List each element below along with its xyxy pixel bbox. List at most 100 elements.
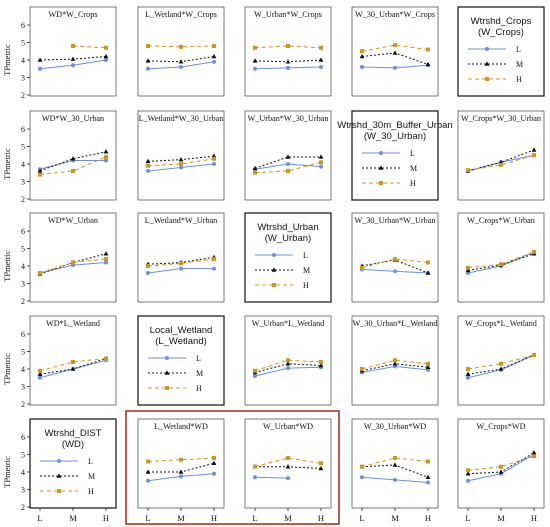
data-point-M [103, 149, 109, 154]
data-point-L [179, 65, 183, 69]
data-point-L [393, 477, 397, 482]
y-tick-label: 3 [21, 74, 25, 83]
data-point-H [286, 44, 290, 48]
legend-panel: Wtrshd_Crops(W_Crops) LMH [457, 6, 545, 97]
panel-frame [29, 6, 117, 97]
series-line-H [39, 156, 107, 175]
panel-frame [244, 212, 332, 303]
panel-frame [457, 418, 545, 509]
y-tick-label: 2 [21, 195, 25, 204]
data-point-H [360, 49, 364, 54]
legend-label: L [88, 457, 93, 466]
data-point-L [146, 478, 150, 483]
legend-marker [165, 356, 169, 360]
data-point-L [286, 162, 290, 166]
data-point-M [392, 50, 398, 55]
data-point-H [360, 464, 364, 469]
panel-title: W_Crops*W_30_Urban [461, 114, 541, 123]
x-tick-label: M [284, 513, 292, 523]
series-line-H [39, 358, 107, 372]
data-point-H [393, 257, 397, 261]
legend-marker [272, 253, 276, 257]
panel-frame [351, 418, 439, 509]
legend-label: M [516, 60, 523, 69]
legend-panel: Wtrshd_30m_Buffer_Urban(W_30_Urban) LMH [337, 110, 453, 201]
data-point-M [103, 251, 109, 256]
data-point-H [360, 265, 364, 270]
data-point-H [71, 44, 75, 48]
panel-frame [29, 110, 117, 201]
data-point-H [179, 44, 183, 49]
x-tick-label: M [69, 513, 77, 523]
data-point-H [393, 43, 397, 48]
panel-title: L_Wetland*W_30_Urban [139, 114, 224, 123]
data-point-L [286, 65, 290, 70]
data-point-M [318, 154, 324, 159]
panel-frame [351, 110, 439, 201]
panel-title: L_Wetland*WD [154, 422, 208, 431]
y-tick-label: 3 [21, 383, 25, 392]
legend-panel: Wtrshd_DIST(WD) LMH [29, 418, 117, 509]
y-axis-label: TPmetric [2, 44, 12, 76]
x-tick-label: M [391, 513, 399, 523]
y-axis: 2 3 4 5 6 TPmetric [2, 21, 30, 100]
data-point-L [179, 266, 183, 271]
panel-frame [457, 315, 545, 406]
legend-subtitle: (WD) [62, 439, 84, 450]
x-tick-label: L [145, 513, 150, 523]
data-point-L [38, 375, 42, 380]
y-axis-label: TPmetric [2, 148, 12, 180]
data-point-L [212, 471, 216, 476]
legend-title: Wtrshd_Crops [471, 16, 532, 27]
y-axis: 2 3 4 5 6 TPmetric [2, 330, 30, 409]
data-point-M [145, 469, 151, 474]
data-point-H [426, 260, 430, 265]
interaction-panel: W_Crops*WD [457, 418, 545, 509]
y-tick-label: 6 [21, 21, 25, 30]
series-line-M [254, 156, 321, 169]
series-line-H [361, 457, 429, 468]
data-point-L [104, 158, 108, 163]
data-point-H [286, 358, 290, 363]
panel-title: W_Urban*WD [263, 422, 313, 431]
panel-frame [457, 212, 545, 303]
data-point-M [70, 56, 76, 61]
data-point-H [212, 257, 216, 261]
legend-marker [485, 47, 489, 51]
legend-marker [485, 77, 489, 81]
legend-title: Wtrshd_DIST [44, 428, 101, 439]
x-tick-label: M [497, 513, 505, 523]
y-tick-label: 6 [21, 330, 25, 339]
data-point-M [178, 59, 184, 64]
x-tick-label: L [37, 513, 42, 523]
interaction-panel: W_Crops*L_Wetland [457, 315, 545, 406]
interaction-panel: W_Crops*W_30_Urban [457, 110, 545, 201]
data-point-L [286, 366, 290, 371]
data-point-H [38, 172, 42, 177]
series-line-H [39, 258, 107, 274]
data-point-H [104, 356, 108, 361]
data-point-L [146, 66, 150, 71]
y-tick-label: 6 [21, 433, 25, 442]
panel-frame [137, 315, 225, 406]
data-point-H [179, 162, 183, 166]
data-point-H [319, 360, 323, 364]
interaction-panel: WD*L_Wetland [29, 315, 117, 406]
y-axis: 2 3 4 5 6 TPmetric [2, 433, 30, 512]
data-point-H [466, 468, 470, 473]
data-point-H [212, 156, 216, 161]
interaction-panel: L_Wetland*WD [137, 418, 225, 509]
data-point-H [532, 153, 536, 158]
data-point-L [466, 375, 470, 380]
data-point-M [145, 58, 151, 63]
data-point-M [465, 471, 471, 476]
data-point-H [253, 45, 257, 50]
data-point-H [466, 367, 470, 371]
data-point-M [285, 464, 291, 469]
y-tick-label: 3 [21, 486, 25, 495]
data-point-H [532, 353, 536, 357]
x-tick-label: M [177, 513, 185, 523]
data-point-M [392, 462, 398, 467]
